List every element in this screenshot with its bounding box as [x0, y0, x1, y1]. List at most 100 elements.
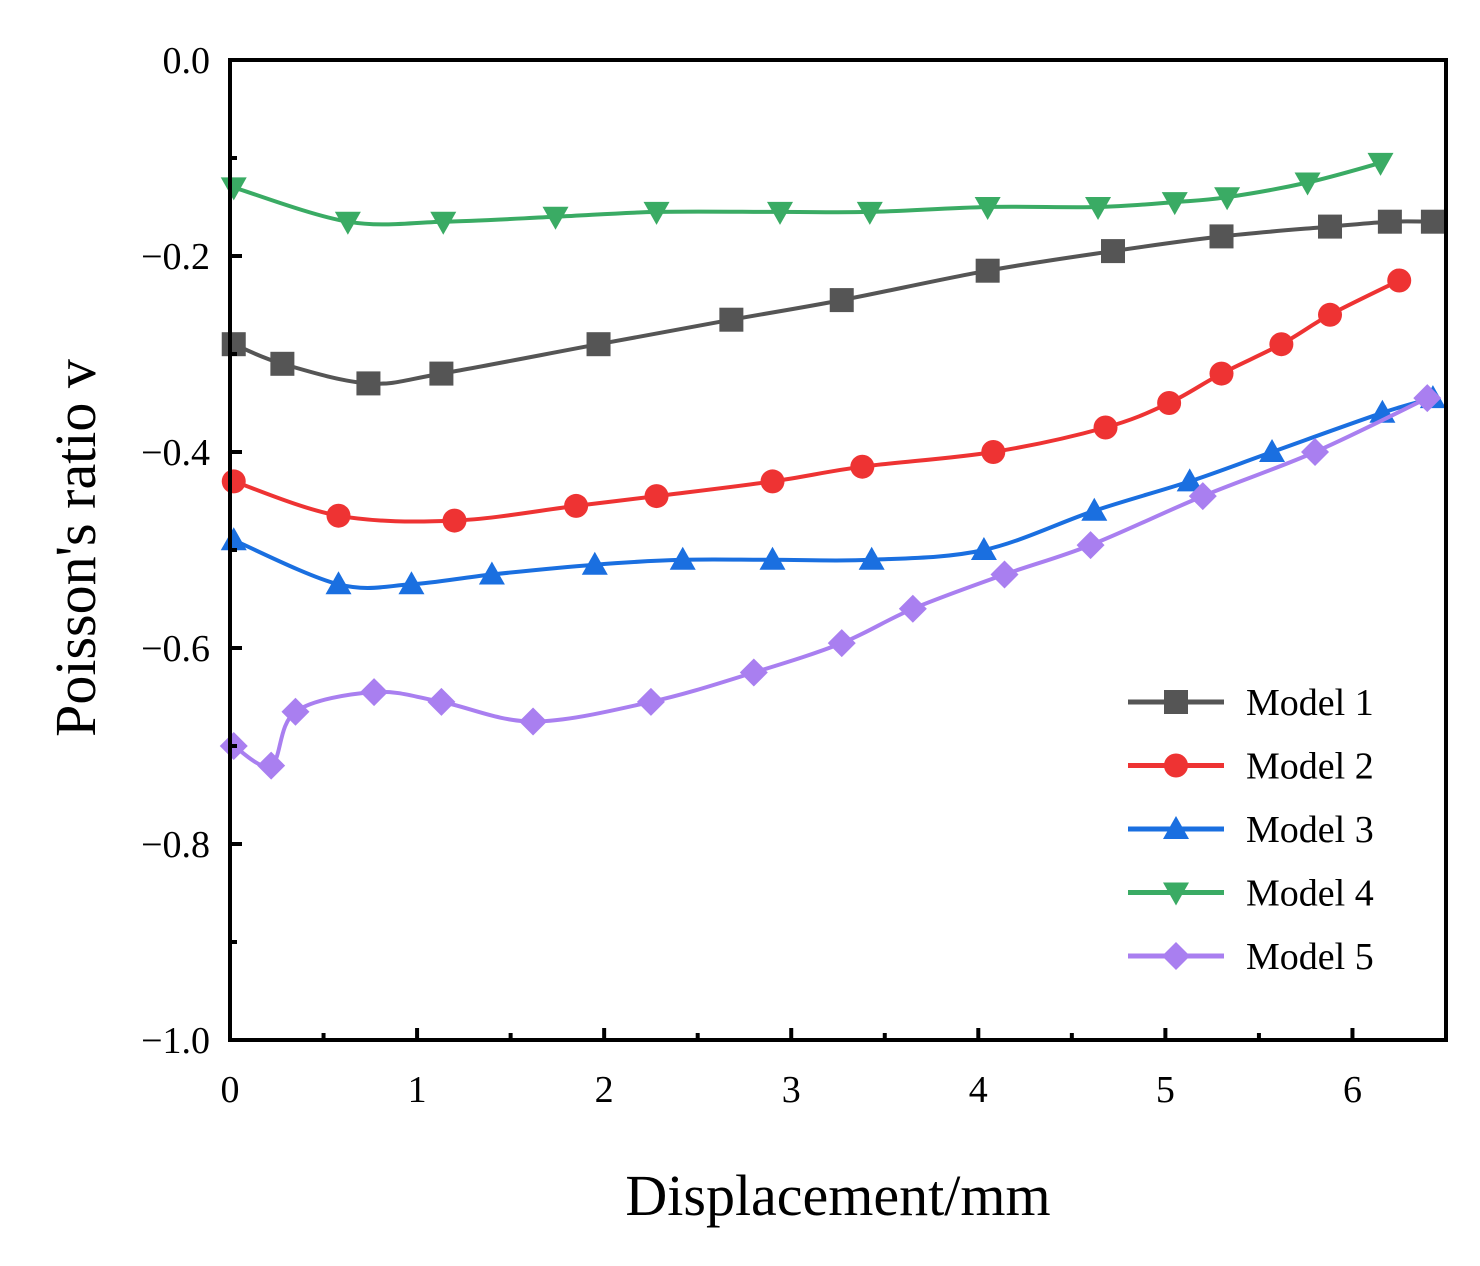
x-tick-label: 2: [595, 1069, 614, 1111]
model-4-point: [856, 201, 883, 225]
model-2-point: [760, 469, 785, 494]
legend-marker-model-3: [1163, 816, 1189, 839]
model-4-point: [220, 177, 247, 201]
model-4-point: [1085, 197, 1112, 220]
model-1-point: [1101, 239, 1126, 264]
legend-label-model-4: Model 4: [1246, 873, 1374, 915]
model-4-point: [1367, 152, 1394, 176]
model-4-point: [334, 211, 361, 235]
model-5-point: [990, 560, 1019, 589]
model-1-series: [221, 209, 1445, 396]
model-5-point: [827, 629, 856, 658]
x-axis-title: Displacement/mm: [625, 1163, 1050, 1228]
model-2-point: [564, 493, 589, 518]
y-tick-label: −1.0: [141, 1020, 210, 1062]
model-3-point: [581, 551, 608, 575]
model-1-point: [1420, 209, 1445, 234]
model-3-point: [669, 546, 696, 570]
model-2-point: [1157, 391, 1182, 415]
legend-item-model-4: Model 4: [1128, 873, 1374, 915]
model-2-point: [1318, 302, 1343, 327]
model-1-point: [270, 351, 295, 376]
model-3-point: [970, 537, 997, 560]
model-3-point: [1176, 468, 1203, 492]
model-2-point: [850, 454, 875, 479]
model-5-series: [219, 384, 1442, 780]
model-2-point: [1269, 332, 1294, 357]
model-4-point: [767, 201, 794, 225]
model-3-series: [220, 385, 1446, 595]
model-5-point: [427, 687, 456, 716]
x-tick-label: 6: [1343, 1069, 1362, 1111]
model-5-point: [519, 707, 548, 736]
model-3-point: [858, 546, 885, 570]
model-3-point: [759, 546, 786, 570]
model-1-point: [829, 288, 854, 313]
legend-marker-model-1: [1164, 690, 1188, 714]
legend-marker-model-5: [1162, 942, 1190, 970]
model-5-point: [281, 697, 310, 726]
legend-item-model-3: Model 3: [1128, 809, 1374, 851]
model-4-point: [542, 206, 569, 230]
legend-label-model-3: Model 3: [1246, 809, 1374, 851]
model-2-point: [442, 508, 467, 533]
model-5-point: [636, 687, 665, 716]
legend-label-model-2: Model 2: [1246, 746, 1374, 788]
model-5-point: [1413, 384, 1442, 413]
model-3-point: [220, 527, 247, 551]
model-4-point: [1294, 172, 1321, 196]
model-1-point: [975, 258, 1000, 283]
legend-marker-model-4: [1163, 882, 1189, 906]
model-2-point: [221, 469, 246, 494]
model-3-point: [478, 561, 505, 585]
model-2-series: [221, 268, 1412, 533]
model-4-point: [1214, 187, 1241, 211]
y-tick-label: −0.6: [141, 628, 210, 670]
model-2-point: [1093, 415, 1118, 440]
model-1-point: [1209, 224, 1234, 249]
axes: 0 1 2 3 4 5 6 0.0 −0.2 −0.4 −0.6 −0.8 −1.0: [141, 40, 1448, 1111]
model-3-point: [325, 571, 352, 595]
model-2-point: [326, 503, 351, 528]
model-5-point: [1076, 531, 1105, 560]
model-2-point: [1387, 268, 1412, 293]
model-2-point: [1209, 361, 1234, 386]
model-1-point: [1377, 209, 1402, 234]
model-4-point: [974, 197, 1001, 220]
y-tick-label: −0.8: [141, 824, 210, 866]
model-3-point: [1259, 439, 1286, 462]
model-3-point: [398, 571, 425, 595]
legend-label-model-5: Model 5: [1246, 936, 1374, 978]
model-4-point: [1161, 192, 1188, 216]
model-4-series: [220, 152, 1394, 235]
x-tick-label: 1: [408, 1069, 427, 1111]
model-4-line: [233, 160, 1382, 227]
model-1-point: [429, 361, 454, 386]
plot-area: [219, 152, 1446, 780]
y-tick-label: −0.2: [141, 236, 210, 278]
model-5-point: [1188, 482, 1217, 511]
legend: Model 1 Model 2 Model 3 Model 4 Model 5: [1128, 682, 1374, 978]
model-1-point: [586, 332, 611, 357]
x-tick-label: 5: [1156, 1069, 1175, 1111]
legend-item-model-2: Model 2: [1128, 746, 1374, 788]
y-tick-label: 0.0: [163, 40, 211, 82]
model-5-point: [257, 751, 286, 780]
model-1-point: [719, 307, 744, 332]
model-4-point: [643, 201, 670, 225]
legend-marker-model-2: [1164, 753, 1188, 778]
y-axis-title: Poisson's ratio v: [43, 359, 108, 737]
y-tick-label: −0.4: [141, 432, 210, 474]
model-5-point: [1301, 438, 1330, 466]
model-3-line: [232, 396, 1434, 590]
legend-item-model-1: Model 1: [1128, 682, 1374, 724]
model-5-point: [898, 594, 927, 623]
model-5-point: [360, 678, 389, 707]
x-tick-label: 0: [221, 1069, 240, 1111]
model-4-point: [430, 211, 457, 235]
x-tick-label: 4: [969, 1069, 988, 1111]
model-1-point: [1318, 214, 1343, 239]
model-1-point: [356, 371, 381, 396]
model-2-point: [981, 440, 1006, 464]
